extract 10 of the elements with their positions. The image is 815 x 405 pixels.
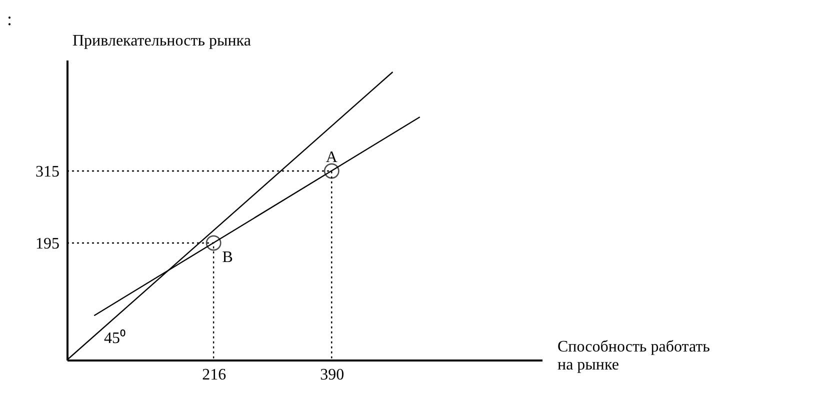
annotation: B	[222, 249, 233, 266]
x-axis-title: Способность работать на рынке	[558, 338, 710, 374]
y-tick-label: 315	[36, 164, 60, 180]
y-tick-label: 195	[36, 236, 60, 252]
y-axis-title: Привлекательность рынка	[72, 32, 251, 50]
x-tick-label: 390	[320, 366, 344, 384]
annotation: A	[326, 149, 338, 166]
annotation: 45⁰	[104, 329, 126, 347]
x-tick-label: 216	[202, 366, 226, 384]
text: :	[7, 9, 12, 29]
